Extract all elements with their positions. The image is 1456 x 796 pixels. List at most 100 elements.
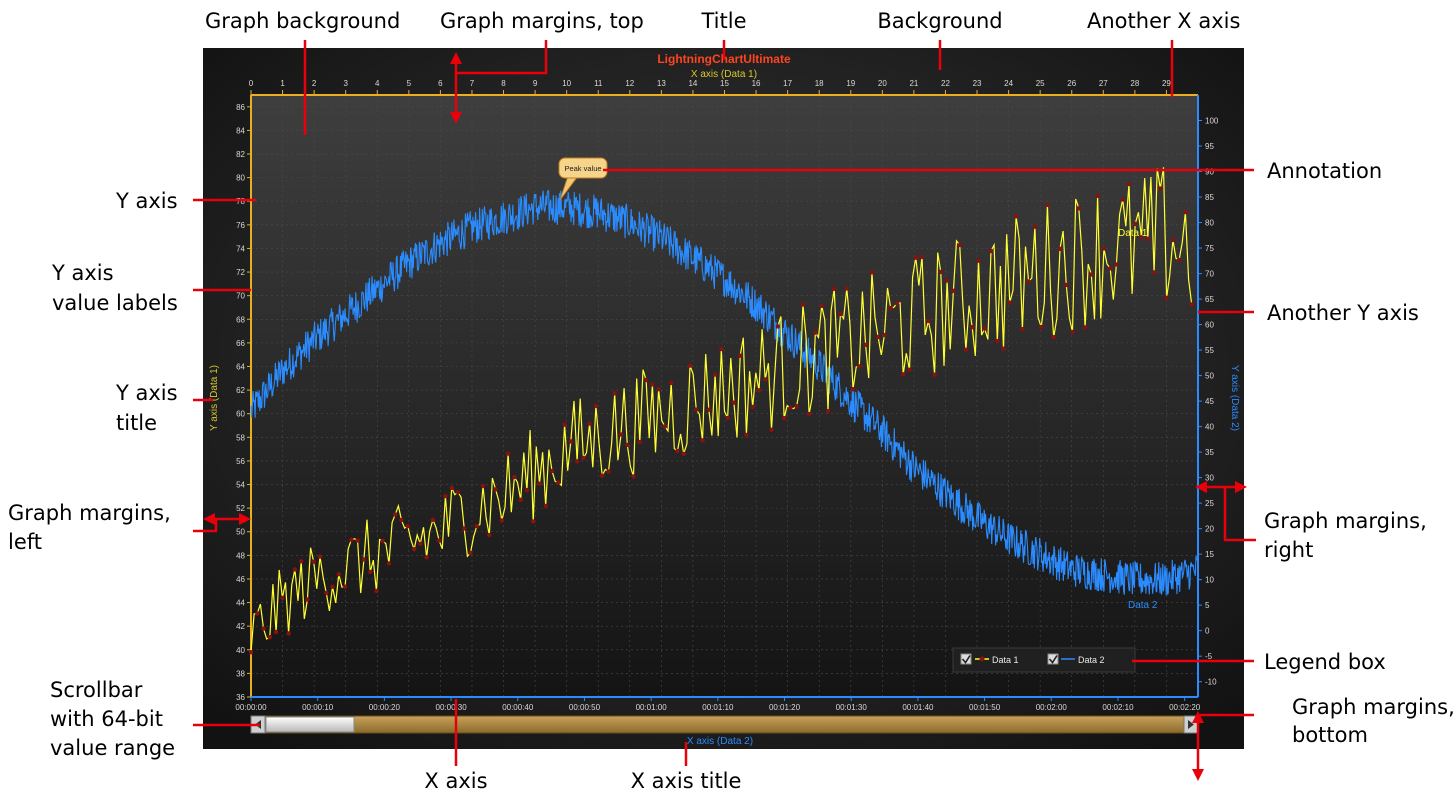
left-y-tick-label: 82 — [236, 150, 245, 159]
series-data-1-point — [424, 555, 429, 560]
series-data-1-point — [794, 404, 799, 409]
series-data-1-point — [1089, 272, 1094, 277]
left-y-tick-label: 84 — [236, 126, 245, 135]
series-data-1-point — [418, 541, 423, 546]
series-data-1-point — [769, 427, 774, 432]
scrollbar[interactable] — [250, 715, 1199, 734]
right-y-tick-label: 90 — [1205, 168, 1214, 177]
grid-lines — [250, 95, 1198, 698]
annotation-text: Peak value — [564, 164, 601, 173]
left-y-axis-ticks: 36 38 40 42 44 46 48 50 52 54 56 58 60 62 64 66 68 70 72 74… — [236, 103, 251, 702]
series-data-1-point — [901, 372, 906, 377]
series-data-1-point — [744, 432, 749, 438]
series-data-1-point — [1108, 266, 1113, 271]
series-data-1-point — [581, 455, 586, 461]
series-data-1-point — [712, 372, 718, 377]
series-data-1-point — [731, 400, 737, 405]
left-y-tick-label: 86 — [236, 103, 245, 112]
series-data-1-point — [568, 439, 573, 444]
series-data-1-point — [612, 391, 617, 396]
callout-annotation: Annotation — [1267, 159, 1382, 183]
left-y-tick-label: 50 — [236, 528, 245, 537]
left-y-tick-label: 36 — [236, 693, 245, 702]
series-data-1-point — [480, 483, 486, 489]
bottom-x-tick-label: 00:02:00 — [1036, 703, 1068, 712]
series-data-1-point — [531, 519, 536, 524]
legend-checkbox-data-1[interactable] — [960, 653, 972, 665]
bottom-x-tick-label: 00:00:10 — [302, 703, 334, 712]
right-y-tick-label: 100 — [1205, 117, 1219, 126]
series-data-1-point — [1170, 237, 1176, 243]
callout-another-y-axis: Another Y axis — [1267, 301, 1419, 325]
series-data-1-point — [443, 493, 448, 499]
callout-graph-margins-top: Graph margins, top — [440, 9, 644, 33]
bottom-x-tick-label: 00:00:40 — [502, 703, 534, 712]
callout-y-axis: Y axis — [115, 189, 178, 213]
top-x-tick-label: 16 — [752, 79, 761, 88]
left-y-tick-label: 76 — [236, 221, 245, 230]
right-y-tick-label: 5 — [1205, 601, 1210, 610]
series-data-1-point — [806, 411, 812, 417]
series-data-1-point — [1164, 295, 1169, 300]
series-data-1-point — [355, 538, 360, 543]
series-data-1-point — [932, 372, 937, 377]
top-x-tick-label: 10 — [562, 79, 571, 88]
legend-item-data-1[interactable]: Data 1 — [960, 653, 1019, 665]
series-data-1-point — [719, 346, 724, 352]
right-y-tick-label: 35 — [1205, 448, 1214, 457]
annotation[interactable]: Peak value — [558, 157, 608, 201]
series-data-1-point — [775, 324, 780, 329]
series-data-1-point — [631, 474, 636, 479]
right-y-axis-ticks: -10 -5 0 5 10 15 20 25 30 35 40 45 50 55 60 65 70 75 80 85 9… — [1198, 117, 1219, 687]
callout-scrollbar-2: with 64-bit — [50, 707, 163, 731]
left-y-tick-label: 64 — [236, 362, 245, 371]
legend-checkbox-data-2[interactable] — [1047, 653, 1059, 665]
series-data-1-point — [487, 532, 492, 538]
bottom-x-tick-label: 00:00:30 — [436, 703, 468, 712]
callout-graph-margins-left-1: Graph margins, — [8, 501, 171, 525]
series-data-1-point — [963, 347, 969, 352]
left-y-tick-label: 78 — [236, 197, 245, 206]
scrollbar-thumb[interactable] — [265, 716, 355, 733]
legend-item-data-2[interactable]: Data 2 — [1047, 653, 1105, 665]
series-data-1-point — [687, 363, 693, 368]
top-x-tick-label: 4 — [375, 79, 380, 88]
right-y-tick-label: 65 — [1205, 295, 1214, 304]
series-data-1-point — [1026, 279, 1031, 284]
series-data-1-point — [1101, 246, 1107, 251]
series-data-1-point — [593, 403, 599, 408]
top-x-tick-label: 20 — [878, 79, 887, 88]
series-data-1-point — [462, 526, 467, 531]
series-data-1-point — [863, 342, 868, 347]
right-y-tick-label: 80 — [1205, 219, 1214, 228]
legend-box: Data 1 Data 2 — [952, 647, 1136, 673]
callout-arrowheads — [203, 52, 1247, 781]
series-data-1-point — [518, 497, 523, 502]
top-x-tick-label: 6 — [438, 79, 443, 88]
left-y-tick-label: 54 — [236, 481, 245, 490]
series-data-1-point — [643, 377, 649, 383]
series-data-1-point — [750, 404, 755, 410]
top-x-tick-label: 24 — [1004, 79, 1013, 88]
top-x-tick-label: 26 — [1067, 79, 1076, 88]
scrollbar-track[interactable] — [250, 715, 1199, 734]
series-data-1-point — [1032, 224, 1038, 229]
bottom-x-tick-label: 00:00:00 — [235, 703, 267, 712]
series-data-1-point — [618, 432, 624, 437]
series-data-1-point — [838, 311, 843, 317]
series-data-1-point — [1064, 282, 1069, 288]
series-data-1-point — [361, 557, 367, 562]
top-x-tick-label: 23 — [973, 79, 982, 88]
right-y-tick-label: 60 — [1205, 321, 1214, 330]
series-data-1-point — [493, 487, 498, 492]
series-data-1-point — [255, 611, 260, 616]
top-x-tick-label: 0 — [249, 79, 254, 88]
bottom-x-tick-label: 00:02:10 — [1102, 703, 1134, 712]
series-data-1-point — [330, 584, 335, 589]
series-data-1-point — [1126, 181, 1132, 187]
series-data-1-point — [681, 451, 686, 456]
left-y-tick-label: 52 — [236, 504, 245, 513]
top-x-tick-label: 25 — [1036, 79, 1045, 88]
left-y-tick-label: 66 — [236, 339, 245, 348]
bottom-x-tick-label: 00:00:20 — [369, 703, 401, 712]
